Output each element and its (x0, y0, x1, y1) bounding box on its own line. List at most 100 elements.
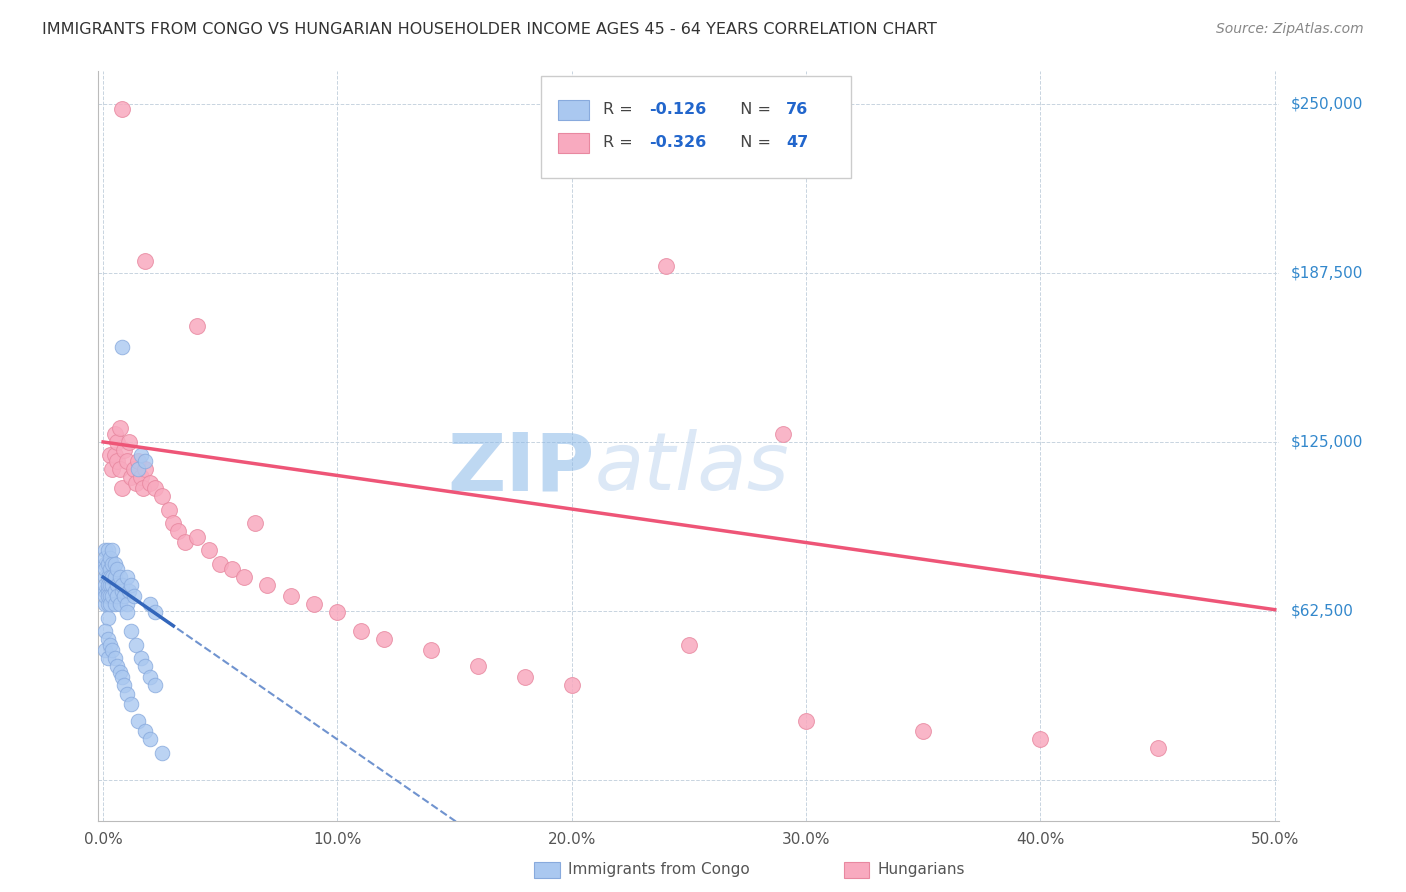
Point (97, 597, 120, 611)
Point (513, 670, 536, 684)
Point (111, 578, 134, 592)
Point (132, 481, 155, 495)
Text: ZIP: ZIP (447, 429, 595, 508)
Point (104, 449, 127, 463)
Point (111, 583, 134, 598)
Point (467, 659, 489, 673)
Text: N =: N = (730, 136, 776, 150)
Point (221, 562, 243, 576)
Point (143, 678, 166, 692)
Point (1029, 732, 1052, 747)
Point (127, 454, 149, 468)
Point (98, 578, 121, 592)
Point (108, 570, 131, 584)
Point (654, 259, 676, 273)
Point (94, 551, 117, 566)
Point (98, 449, 121, 463)
Point (129, 449, 152, 463)
Point (104, 426, 127, 441)
Point (98, 551, 121, 566)
Point (111, 481, 134, 495)
Point (120, 698, 142, 712)
Point (108, 421, 131, 435)
Point (245, 516, 267, 530)
Text: R =: R = (603, 103, 638, 117)
Point (105, 434, 128, 449)
Point (280, 589, 302, 603)
Point (94, 597, 117, 611)
Point (326, 605, 349, 619)
Point (122, 589, 145, 603)
Point (98, 638, 121, 652)
Point (1146, 740, 1168, 755)
Point (125, 638, 148, 652)
Point (373, 632, 395, 647)
Point (134, 253, 156, 268)
Point (209, 557, 232, 571)
Point (174, 535, 197, 549)
Point (150, 746, 173, 760)
Point (120, 470, 142, 484)
Point (186, 530, 208, 544)
Point (115, 454, 138, 468)
Point (108, 597, 131, 611)
Point (104, 583, 127, 598)
Point (98, 589, 121, 603)
Point (104, 570, 127, 584)
Point (115, 686, 138, 700)
Point (104, 651, 127, 665)
Point (105, 589, 128, 603)
Text: -0.326: -0.326 (650, 136, 707, 150)
Point (150, 489, 173, 503)
Point (118, 434, 141, 449)
Point (111, 102, 134, 116)
Point (97, 578, 120, 592)
Text: Hungarians: Hungarians (877, 863, 965, 877)
Point (101, 643, 124, 657)
Point (105, 562, 128, 576)
Point (350, 624, 373, 639)
Point (127, 462, 149, 476)
Point (94, 589, 117, 603)
Point (105, 578, 128, 592)
Point (129, 470, 152, 484)
Point (111, 670, 134, 684)
Point (98, 570, 121, 584)
Point (772, 426, 794, 441)
Point (143, 481, 166, 495)
Point (186, 318, 208, 333)
Point (115, 597, 138, 611)
Text: Immigrants from Congo: Immigrants from Congo (568, 863, 749, 877)
Point (101, 570, 124, 584)
Point (112, 678, 135, 692)
Point (98, 597, 121, 611)
Point (561, 678, 583, 692)
Point (162, 516, 184, 530)
Point (94, 557, 117, 571)
Point (105, 454, 128, 468)
Point (97, 632, 120, 647)
Text: atlas: atlas (595, 429, 789, 508)
Point (134, 659, 156, 673)
Point (256, 578, 278, 592)
Point (127, 714, 149, 728)
Text: $250,000: $250,000 (1291, 96, 1362, 112)
Point (912, 724, 935, 739)
Point (115, 570, 138, 584)
Point (94, 583, 117, 598)
Point (98, 562, 121, 576)
Point (101, 589, 124, 603)
Text: $125,000: $125,000 (1291, 434, 1362, 450)
Point (302, 597, 325, 611)
Point (167, 524, 190, 539)
Text: $187,500: $187,500 (1291, 266, 1362, 280)
Point (101, 578, 124, 592)
Point (97, 651, 120, 665)
Text: 47: 47 (786, 136, 808, 150)
Point (97, 557, 120, 571)
Point (97, 543, 120, 558)
Point (120, 624, 142, 639)
Point (134, 454, 156, 468)
Point (97, 611, 120, 625)
Text: N =: N = (730, 103, 776, 117)
